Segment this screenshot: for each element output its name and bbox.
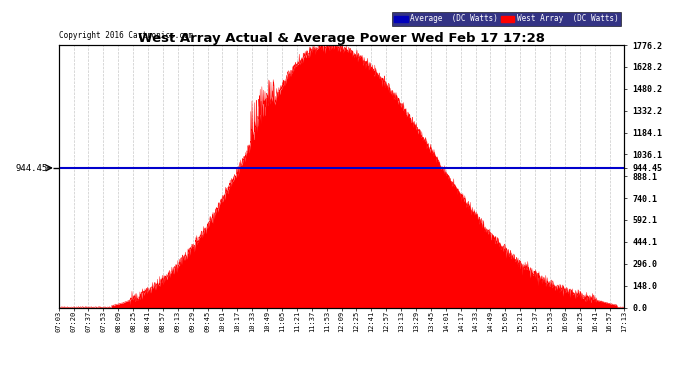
Title: West Array Actual & Average Power Wed Feb 17 17:28: West Array Actual & Average Power Wed Fe… — [138, 32, 545, 45]
Text: Copyright 2016 Cartronics.com: Copyright 2016 Cartronics.com — [59, 31, 193, 40]
Legend: Average  (DC Watts), West Array  (DC Watts): Average (DC Watts), West Array (DC Watts… — [392, 12, 620, 26]
